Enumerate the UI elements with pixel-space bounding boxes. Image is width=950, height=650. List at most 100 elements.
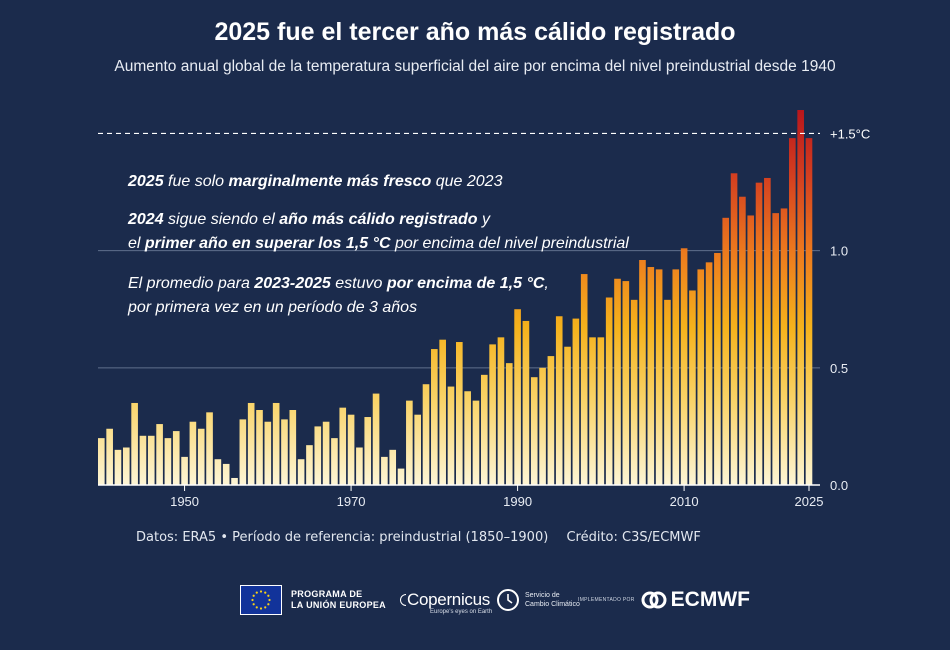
- annotation-text: sigue siendo el: [163, 211, 280, 228]
- annotation-text: año más cálido registrado: [279, 211, 478, 228]
- bar-1996: [564, 346, 571, 485]
- bar-1998: [580, 274, 588, 485]
- bar-1969: [339, 407, 347, 485]
- bar-1990: [514, 309, 521, 485]
- annotation-text: el: [128, 235, 145, 252]
- bar-2015: [722, 217, 730, 485]
- bar-2019: [755, 182, 763, 485]
- eu-line2: LA UNIÓN EUROPEA: [291, 600, 386, 610]
- bar-2022: [780, 208, 788, 485]
- annotation-text: 2025: [128, 173, 164, 190]
- bar-2013: [705, 262, 713, 485]
- c3s-logo-icon: [497, 589, 519, 611]
- bar-1976: [397, 468, 405, 485]
- annotation-text: que 2023: [431, 173, 503, 190]
- x-tick-label: 1950: [170, 494, 199, 509]
- annotation-text: primer año en superar los 1,5 °C: [144, 235, 391, 252]
- bar-1999: [589, 337, 596, 485]
- bar-1987: [489, 344, 496, 486]
- bar-1949: [172, 431, 180, 485]
- bar-1965: [306, 445, 313, 485]
- bar-1970: [347, 414, 355, 485]
- bar-2004: [630, 299, 638, 485]
- eu-star: [255, 606, 258, 609]
- bar-1968: [331, 438, 338, 486]
- eu-star: [255, 591, 258, 594]
- bar-1946: [147, 435, 155, 485]
- bar-2007: [655, 269, 663, 486]
- bar-2009: [672, 269, 680, 486]
- bar-1954: [214, 459, 222, 485]
- bar-2024: [797, 110, 804, 485]
- eu-star: [264, 591, 267, 594]
- bar-1947: [156, 424, 163, 485]
- eu-star: [259, 590, 263, 593]
- bar-2010: [680, 248, 688, 485]
- bar-1962: [281, 419, 288, 486]
- bar-1960: [264, 421, 272, 485]
- bar-1977: [406, 400, 413, 486]
- bar-1964: [297, 459, 305, 485]
- bar-2002: [614, 278, 621, 485]
- bar-1973: [372, 393, 380, 485]
- y-tick-label: 1.0: [830, 244, 848, 259]
- annotation-text: marginalmente más fresco: [228, 173, 432, 190]
- bar-1991: [522, 320, 530, 485]
- x-tick-label: 2010: [670, 494, 699, 509]
- ecmwf-logo-icon: [641, 591, 667, 609]
- eu-star: [259, 607, 263, 610]
- bar-1974: [381, 456, 388, 486]
- bar-1992: [530, 377, 538, 485]
- bar-1956: [231, 477, 238, 485]
- ecmwf-logo: IMPLEMENTADO POR ECMWF: [578, 580, 750, 620]
- bar-1943: [122, 447, 130, 485]
- bar-1995: [555, 316, 563, 485]
- eu-star: [267, 594, 270, 597]
- c3s-line1: Servicio de: [525, 592, 560, 599]
- eu-program-text: PROGRAMA DE LA UNIÓN EUROPEA: [291, 589, 386, 611]
- bar-1945: [139, 435, 147, 485]
- bar-1982: [447, 386, 455, 485]
- bar-1941: [106, 428, 113, 485]
- c3s-logo: Servicio de Cambio Climático: [497, 580, 580, 620]
- annotation-text: 2023-2025: [254, 275, 331, 292]
- bar-1979: [422, 384, 430, 485]
- bar-1963: [289, 410, 297, 485]
- chart-title: 2025 fue el tercer año más cálido regist…: [214, 18, 736, 46]
- annotation-text: por encima del nivel preindustrial: [390, 235, 629, 252]
- bar-1978: [414, 414, 421, 485]
- x-tick-label: 1970: [337, 494, 366, 509]
- eu-star: [251, 598, 254, 602]
- eu-logo: PROGRAMA DE LA UNIÓN EUROPEA: [240, 580, 386, 620]
- bar-1981: [439, 339, 446, 485]
- x-tick-label: 1990: [503, 494, 532, 509]
- bar-1944: [131, 402, 138, 485]
- bar-1986: [480, 374, 488, 485]
- annotation-text: por encima de 1,5 °C: [386, 275, 545, 292]
- bar-2011: [689, 290, 696, 485]
- annotation-text: fue solo: [163, 173, 229, 190]
- bar-2025: [805, 138, 813, 486]
- bar-2000: [597, 337, 605, 485]
- annotation-2025: 2025 fue solo marginalmente más fresco q…: [128, 170, 502, 194]
- bar-1985: [472, 400, 480, 486]
- annotation-text: ,: [544, 275, 549, 292]
- bar-2020: [764, 177, 771, 485]
- bar-2023: [789, 138, 796, 486]
- copernicus-logo-icon: [400, 594, 407, 606]
- bar-1948: [164, 438, 172, 486]
- eu-star: [264, 606, 267, 609]
- eu-flag-icon: [240, 585, 282, 615]
- bar-1971: [356, 447, 363, 485]
- copernicus-wordmark: Copernicus: [407, 590, 490, 609]
- bar-2014: [714, 252, 721, 485]
- y-tick-label: 0.0: [830, 478, 848, 493]
- annotation-text: estuvo: [330, 275, 387, 292]
- footer: Datos: ERA5 • Período de referencia: pre…: [136, 530, 701, 545]
- bar-1959: [256, 410, 263, 485]
- bar-1966: [314, 426, 322, 485]
- threshold-label: +1.5°C: [830, 126, 870, 141]
- bar-2018: [747, 215, 755, 485]
- eu-star: [252, 603, 255, 606]
